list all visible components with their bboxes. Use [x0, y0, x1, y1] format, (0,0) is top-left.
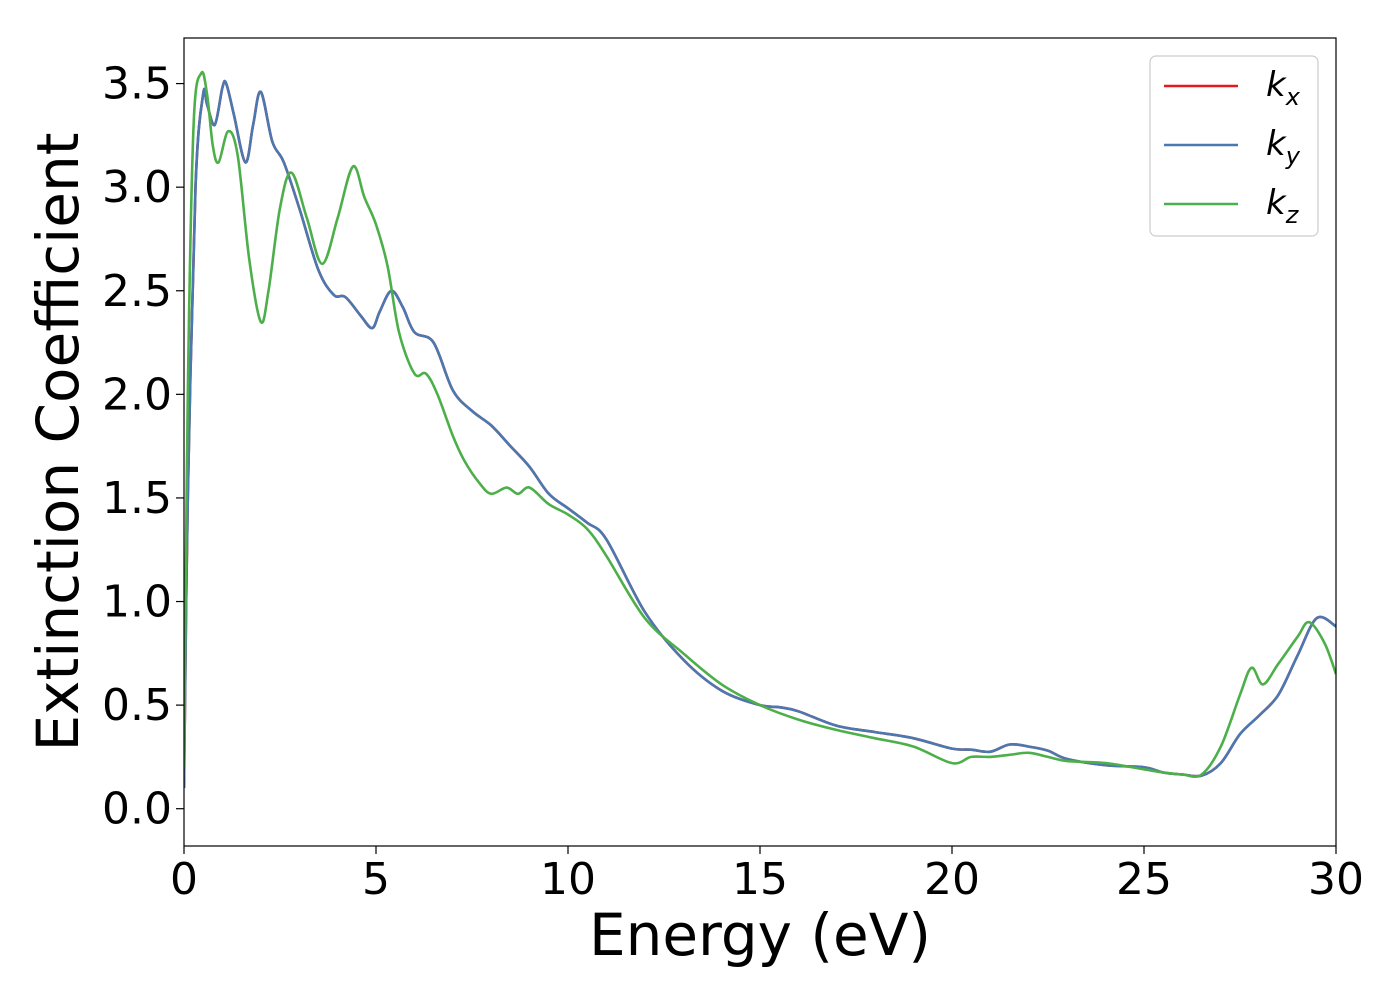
- y-tick-label: 3.5: [102, 59, 172, 110]
- x-axis-label: Energy (eV): [589, 901, 931, 969]
- legend: kx ky kz: [1149, 55, 1319, 237]
- y-tick-label: 0.5: [102, 680, 172, 731]
- x-tick-label: 5: [362, 854, 390, 905]
- x-tick-label: 15: [732, 854, 788, 905]
- y-tick-label: 2.0: [102, 369, 172, 420]
- y-tick-label: 3.0: [102, 162, 172, 213]
- x-tick-label: 20: [924, 854, 980, 905]
- y-axis-label: Extinction Coefficient: [24, 133, 92, 752]
- series-line-kz: [184, 70, 1336, 778]
- series-lines: [184, 70, 1336, 789]
- legend-label-kz: kz: [1266, 183, 1300, 229]
- y-tick-label: 1.0: [102, 577, 172, 628]
- legend-label-kx: kx: [1266, 65, 1301, 111]
- x-tick-label: 10: [540, 854, 596, 905]
- y-tick-label: 1.5: [102, 473, 172, 524]
- x-tick-label: 25: [1116, 854, 1172, 905]
- y-axis-ticks: 0.0 0.5 1.0 1.5 2.0 2.5 3.0 3.5: [102, 59, 184, 835]
- y-tick-label: 2.5: [102, 266, 172, 317]
- x-tick-label: 30: [1308, 854, 1364, 905]
- x-tick-label: 0: [170, 854, 198, 905]
- legend-label-ky: ky: [1266, 124, 1301, 170]
- x-axis-ticks: 0 5 10 15 20 25 30: [170, 846, 1364, 905]
- y-tick-label: 0.0: [102, 784, 172, 835]
